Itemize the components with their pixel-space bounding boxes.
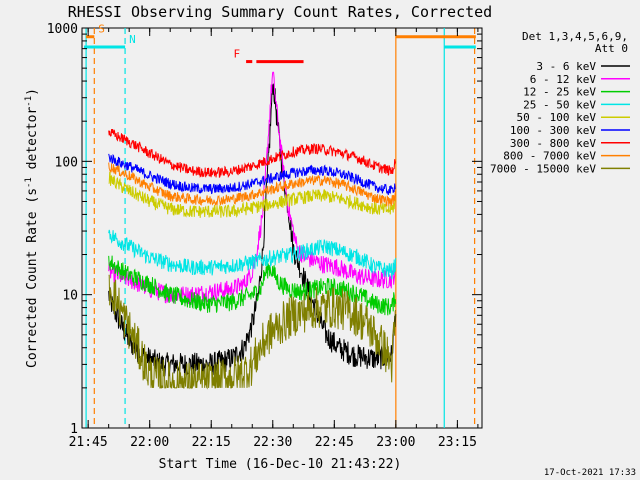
x-tick-label-4: 22:45: [315, 435, 354, 450]
y-tick-label-0: 1: [70, 422, 78, 437]
x-axis-label: Start Time (16-Dec-10 21:43:22): [159, 457, 402, 472]
x-tick-label-3: 22:30: [253, 435, 292, 450]
flag-label-0: S: [98, 23, 105, 36]
legend-label-1: 6 - 12 keV: [530, 73, 597, 86]
flags-layer: S N F: [84, 23, 476, 64]
legend-label-7: 800 - 7000 keV: [503, 150, 596, 163]
series-line-6: [108, 129, 397, 179]
y-axis-label-mid: detector: [25, 107, 40, 178]
plot-frame: [81, 27, 483, 429]
legend-label-4: 50 - 100 keV: [517, 111, 597, 124]
y-axis-label-sup2: -1: [24, 96, 34, 107]
y-tick-label-1: 10: [62, 289, 78, 304]
chart-title: RHESSI Observing Summary Count Rates, Co…: [68, 3, 492, 21]
legend-label-2: 12 - 25 keV: [523, 86, 596, 99]
series-line-7: [108, 162, 397, 207]
legend-label-3: 25 - 50 keV: [523, 98, 596, 111]
series-line-0: [108, 82, 397, 377]
legend-label-0: 3 - 6 keV: [536, 60, 596, 73]
legend-label-5: 100 - 300 keV: [510, 124, 596, 137]
x-tick-label-5: 23:00: [376, 435, 415, 450]
y-axis-label-sup1: -1: [24, 177, 34, 188]
series-line-1: [108, 71, 397, 304]
legend-header-1: Det 1,3,4,5,6,9,: [522, 30, 628, 43]
vertical-markers: [85, 28, 476, 428]
x-tick-label-1: 22:00: [130, 435, 169, 450]
series-layer: [108, 71, 397, 390]
y-tick-label-3: 1000: [47, 22, 78, 37]
y-axis-label-end: ): [25, 88, 40, 96]
y-axis-label: Corrected Count Rate (s-1 detector-1): [24, 88, 40, 368]
legend-header-2: Att 0: [595, 42, 628, 55]
series-line-4: [108, 172, 397, 218]
series-line-3: [108, 229, 397, 280]
axes-layer: 21:45 22:00 22:15 22:30 22:45 23:00 23:15 1 10 10…: [47, 22, 482, 450]
legend-label-6: 300 - 800 keV: [510, 137, 596, 150]
x-tick-label-2: 22:15: [192, 435, 231, 450]
legend-label-8: 7000 - 15000 keV: [490, 162, 596, 175]
flag-label-2: F: [233, 48, 240, 61]
x-tick-label-0: 21:45: [69, 435, 108, 450]
series-line-5: [108, 153, 396, 196]
footer-timestamp: 17-Oct-2021 17:33: [544, 468, 636, 478]
y-axis-label-main: Corrected Count Rate (s: [25, 188, 40, 368]
y-tick-label-2: 100: [55, 155, 78, 170]
x-tick-label-6: 23:15: [438, 435, 477, 450]
series-line-8: [108, 274, 397, 390]
flag-label-1: N: [129, 33, 136, 46]
